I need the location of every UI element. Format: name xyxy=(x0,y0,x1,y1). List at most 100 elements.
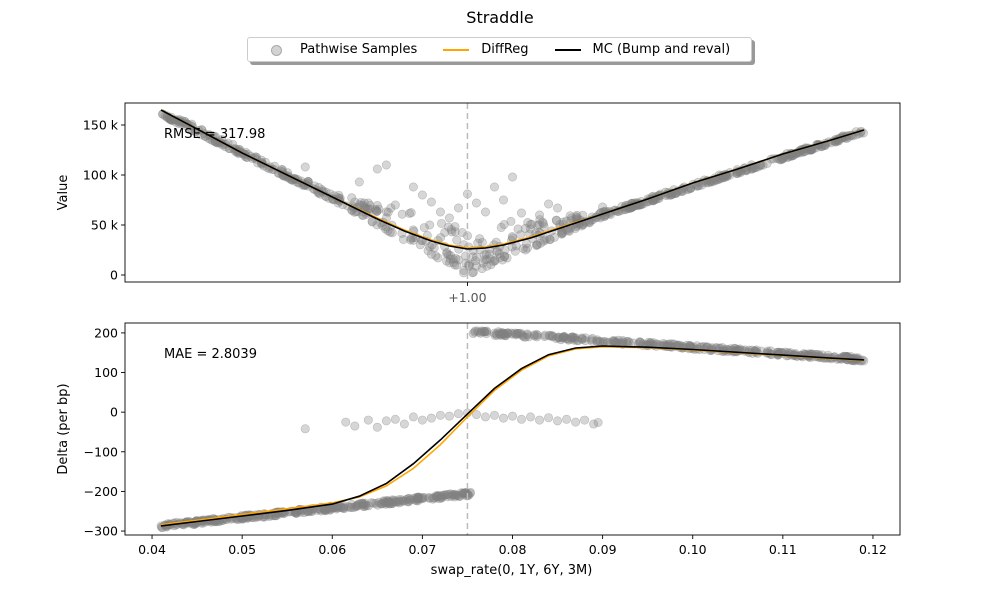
sample-point xyxy=(467,268,477,278)
mc-line xyxy=(160,345,865,527)
sample-point xyxy=(477,264,487,274)
sample-point xyxy=(363,501,373,511)
sample-point xyxy=(524,332,534,342)
sample-point xyxy=(485,254,495,264)
x-tick-label: 0.04 xyxy=(138,542,166,557)
sample-point xyxy=(475,234,485,244)
sample-point xyxy=(470,327,480,337)
sample-point xyxy=(465,487,475,497)
sample-point xyxy=(514,329,524,339)
sample-point xyxy=(544,199,554,209)
sample-point xyxy=(532,330,542,340)
sample-point xyxy=(365,204,375,214)
sample-point xyxy=(453,409,463,419)
sample-point xyxy=(361,501,371,511)
legend-marker-samples xyxy=(260,43,290,57)
sample-point xyxy=(559,332,569,342)
sample-point xyxy=(442,249,452,259)
sample-point xyxy=(411,492,421,502)
sample-point xyxy=(495,328,505,338)
sample-point xyxy=(426,197,436,207)
sample-point xyxy=(564,335,574,345)
sample-point xyxy=(455,491,465,501)
sample-point xyxy=(386,203,396,213)
sample-point xyxy=(451,490,461,500)
sample-point xyxy=(571,417,581,427)
y-tick-label: −300 xyxy=(84,524,118,539)
sample-point xyxy=(433,491,443,501)
sample-point xyxy=(479,250,489,260)
sample-point xyxy=(545,235,555,245)
sample-point xyxy=(568,332,578,342)
sample-point xyxy=(406,235,416,245)
sample-point xyxy=(359,198,369,208)
sample-point xyxy=(359,499,369,509)
sample-point xyxy=(360,498,370,508)
sample-point xyxy=(522,329,532,339)
sample-point xyxy=(501,329,511,339)
sample-point xyxy=(540,235,550,245)
sample-point xyxy=(613,335,623,345)
sample-point xyxy=(413,492,423,502)
sample-point xyxy=(568,332,578,342)
sample-point xyxy=(566,334,576,344)
sample-point xyxy=(456,488,466,498)
sample-point xyxy=(396,495,406,505)
sample-point xyxy=(624,337,634,347)
sample-point xyxy=(518,331,528,341)
sample-point xyxy=(518,244,528,254)
sample-point xyxy=(410,495,420,505)
sample-point xyxy=(412,494,422,504)
sample-point xyxy=(300,424,310,434)
sample-point xyxy=(526,412,536,422)
sample-point xyxy=(325,504,335,514)
sample-point xyxy=(587,336,597,346)
sample-point xyxy=(320,506,330,516)
sample-point xyxy=(527,219,537,229)
sample-point xyxy=(499,328,509,338)
sample-point xyxy=(431,251,441,261)
sample-point xyxy=(398,496,408,506)
sample-point xyxy=(511,330,521,340)
sample-point xyxy=(429,493,439,503)
sample-point xyxy=(413,493,423,503)
sample-point xyxy=(519,332,529,342)
sample-point xyxy=(412,496,422,506)
sample-point xyxy=(500,331,510,341)
sample-point xyxy=(356,197,366,207)
sample-point xyxy=(500,251,510,261)
sample-point xyxy=(377,499,387,509)
sample-point xyxy=(339,503,349,513)
mc-line xyxy=(160,109,865,250)
sample-point xyxy=(499,330,509,340)
sample-point xyxy=(553,333,563,343)
sample-point xyxy=(424,493,434,503)
sample-point xyxy=(516,328,526,338)
sample-point xyxy=(333,503,343,513)
sample-point xyxy=(316,506,326,516)
sample-point xyxy=(498,329,508,339)
sample-point xyxy=(608,336,618,346)
sample-point xyxy=(532,240,542,250)
sample-point xyxy=(363,415,373,425)
sample-point xyxy=(559,331,569,341)
sample-point xyxy=(497,255,507,265)
sample-point xyxy=(471,252,481,262)
sample-point xyxy=(506,328,516,338)
sample-point xyxy=(452,235,462,245)
sample-point xyxy=(569,335,579,345)
sample-point xyxy=(368,498,378,508)
sample-point xyxy=(566,332,576,342)
sample-point xyxy=(435,207,445,217)
sample-point xyxy=(387,495,397,505)
sample-point xyxy=(413,494,423,504)
sample-point xyxy=(564,226,574,236)
sample-point xyxy=(331,504,341,514)
diffreg-line xyxy=(160,345,865,526)
sample-point xyxy=(498,328,508,338)
sample-point xyxy=(409,493,419,503)
sample-point xyxy=(490,256,500,266)
sample-point xyxy=(429,243,439,253)
sample-point xyxy=(335,502,345,512)
